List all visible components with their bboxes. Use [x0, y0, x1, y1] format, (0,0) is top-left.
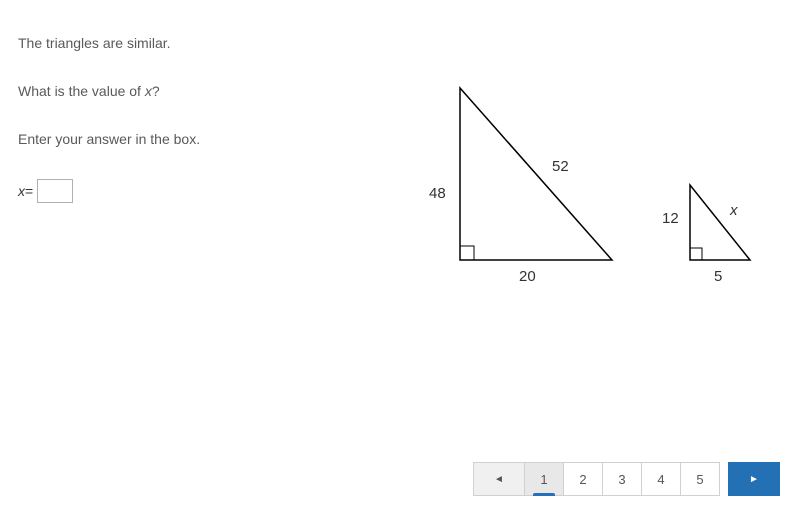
answer-eq: =: [25, 183, 33, 199]
prev-arrow-icon: ◄: [494, 474, 504, 485]
page-5-button[interactable]: 5: [680, 462, 720, 496]
large-right-angle: [460, 246, 474, 260]
q2-var: x: [145, 83, 152, 99]
answer-var: x: [18, 183, 25, 199]
triangles-diagram: 48 52 20 12 x 5: [424, 80, 784, 300]
page-1-button[interactable]: 1: [524, 462, 564, 496]
prev-button[interactable]: ◄: [473, 462, 525, 496]
q2-post: ?: [152, 83, 160, 99]
large-triangle: [460, 88, 612, 260]
pagination: ◄ 1 2 3 4 5 ►: [474, 462, 780, 496]
small-right-angle: [690, 248, 702, 260]
answer-input[interactable]: [37, 179, 73, 203]
label-large-vertical: 48: [429, 185, 446, 202]
triangles-svg: [424, 80, 784, 300]
next-button[interactable]: ►: [728, 462, 780, 496]
label-large-hypotenuse: 52: [552, 158, 569, 175]
label-small-vertical: 12: [662, 210, 679, 227]
next-arrow-icon: ►: [749, 474, 759, 485]
question-statement-1: The triangles are similar.: [18, 35, 785, 51]
small-triangle: [690, 185, 750, 260]
label-small-base: 5: [714, 268, 722, 285]
page-4-button[interactable]: 4: [641, 462, 681, 496]
page-3-button[interactable]: 3: [602, 462, 642, 496]
label-small-hypotenuse: x: [730, 202, 738, 219]
page-2-button[interactable]: 2: [563, 462, 603, 496]
q2-pre: What is the value of: [18, 83, 145, 99]
label-large-base: 20: [519, 268, 536, 285]
